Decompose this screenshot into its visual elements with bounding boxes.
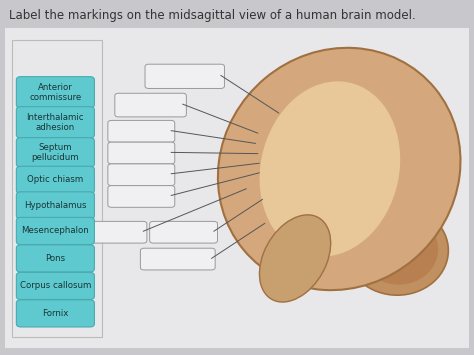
Text: Label the markings on the midsagittal view of a human brain model.: Label the markings on the midsagittal vi… (9, 9, 416, 22)
FancyBboxPatch shape (140, 248, 215, 270)
Text: Optic chiasm: Optic chiasm (27, 175, 83, 184)
FancyBboxPatch shape (108, 164, 175, 186)
Text: Mesencephalon: Mesencephalon (21, 226, 89, 235)
FancyBboxPatch shape (108, 120, 175, 142)
Ellipse shape (359, 214, 438, 285)
Ellipse shape (260, 81, 400, 257)
Text: Pons: Pons (46, 254, 65, 263)
Text: Corpus callosum: Corpus callosum (20, 282, 91, 290)
FancyBboxPatch shape (150, 222, 218, 243)
Text: Hypothalamus: Hypothalamus (24, 201, 87, 210)
Ellipse shape (259, 215, 331, 302)
FancyBboxPatch shape (16, 300, 94, 327)
FancyBboxPatch shape (108, 142, 175, 164)
FancyBboxPatch shape (16, 217, 94, 245)
FancyBboxPatch shape (16, 138, 94, 167)
FancyBboxPatch shape (16, 166, 94, 193)
FancyBboxPatch shape (0, 25, 474, 351)
FancyBboxPatch shape (145, 64, 225, 88)
Text: Anterior
commissure: Anterior commissure (29, 83, 82, 102)
Text: Interthalamic
adhesion: Interthalamic adhesion (27, 113, 84, 132)
FancyBboxPatch shape (16, 77, 94, 108)
FancyBboxPatch shape (16, 245, 94, 272)
FancyBboxPatch shape (16, 272, 94, 300)
FancyBboxPatch shape (12, 39, 102, 337)
FancyBboxPatch shape (16, 107, 94, 138)
Ellipse shape (218, 48, 460, 290)
Text: Fornix: Fornix (42, 309, 69, 318)
FancyBboxPatch shape (16, 192, 94, 219)
FancyBboxPatch shape (108, 186, 175, 207)
Text: Septum
pellucidum: Septum pellucidum (32, 143, 79, 162)
FancyBboxPatch shape (84, 222, 147, 243)
FancyBboxPatch shape (115, 93, 186, 117)
Ellipse shape (346, 206, 448, 295)
